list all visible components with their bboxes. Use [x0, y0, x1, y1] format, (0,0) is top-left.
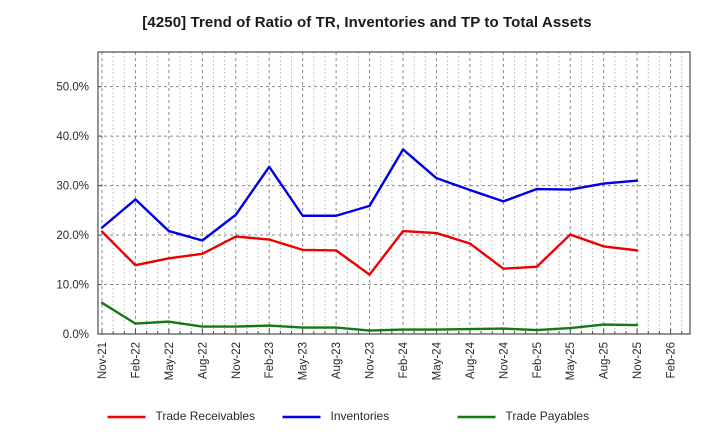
legend-item-trade-payables[interactable]: Trade Payables	[457, 409, 590, 423]
legend-label: Inventories	[331, 409, 390, 423]
y-axis-tick-label: 20.0%	[56, 230, 89, 242]
x-axis-tick-label: Feb-26	[666, 342, 678, 378]
y-axis-tick-label: 10.0%	[56, 280, 89, 292]
plot-background	[98, 52, 690, 334]
page-title: [4250] Trend of Ratio of TR, Inventories…	[142, 14, 592, 31]
series-line-trade-receivables	[100, 229, 639, 276]
x-axis-tick-label: May-24	[431, 341, 443, 380]
x-axis-tick-label: Aug-22	[197, 342, 209, 379]
series-line-inventories	[100, 148, 639, 242]
x-axis-tick-label: Aug-25	[599, 342, 611, 379]
y-axis-tick-label: 0.0%	[63, 329, 89, 341]
series-line-trade-payables	[100, 301, 639, 332]
legend-label: Trade Payables	[506, 409, 590, 423]
x-axis-tick-label: Feb-23	[264, 342, 276, 378]
legend-item-inventories[interactable]: Inventories	[282, 409, 390, 423]
x-axis-tick-label: Aug-23	[331, 342, 343, 379]
x-axis-tick-label: May-23	[298, 342, 310, 380]
plot-frame	[97, 51, 691, 335]
x-axis-tick-label: May-22	[164, 342, 176, 380]
x-axis-tick-label: Nov-24	[498, 341, 510, 379]
y-axis-tick-label: 50.0%	[56, 82, 89, 94]
legend-item-trade-receivables[interactable]: Trade Receivables	[107, 409, 256, 423]
x-axis-tick-label: Nov-25	[632, 342, 644, 379]
x-axis-tick-label: Nov-22	[231, 342, 243, 379]
x-axis-tick-label: Feb-24	[398, 341, 410, 378]
x-axis-tick-label: Feb-25	[532, 342, 544, 378]
y-axis-tick-label: 30.0%	[56, 181, 89, 193]
y-axis-tick-label: 40.0%	[56, 131, 89, 143]
x-axis-tick-label: Feb-22	[130, 342, 142, 378]
legend-label: Trade Receivables	[156, 409, 256, 423]
x-axis-tick-label: Nov-23	[365, 342, 377, 379]
x-axis-tick-label: Aug-24	[465, 341, 477, 379]
x-axis-tick-label: May-25	[565, 342, 577, 380]
x-axis-tick-label: Nov-21	[97, 342, 109, 379]
